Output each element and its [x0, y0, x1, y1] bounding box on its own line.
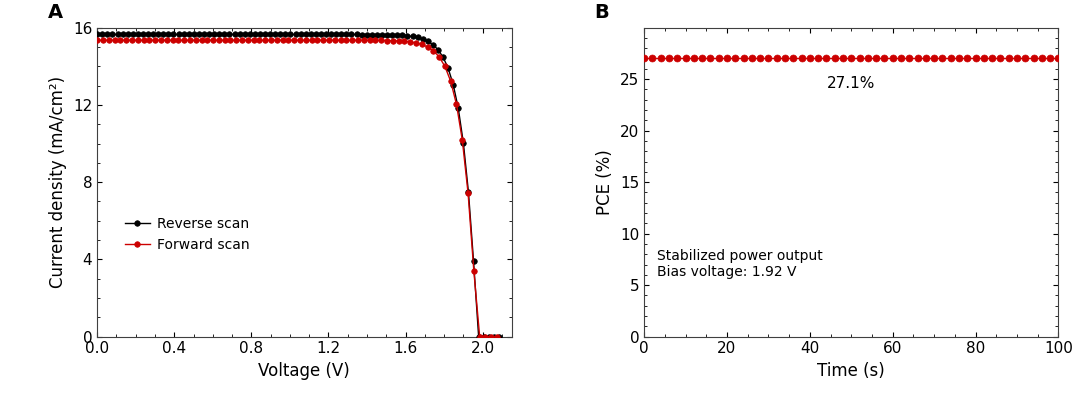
Text: B: B [594, 2, 609, 21]
Line: Forward scan: Forward scan [94, 38, 500, 339]
Reverse scan [91, 32, 104, 37]
Forward scan [473, 334, 486, 339]
Forward scan [490, 334, 503, 339]
Y-axis label: PCE (%): PCE (%) [596, 149, 615, 215]
X-axis label: Voltage (V): Voltage (V) [258, 362, 350, 380]
Forward scan [91, 38, 104, 43]
Reverse scan [447, 82, 460, 87]
Legend: Reverse scan, Forward scan: Reverse scan, Forward scan [125, 217, 249, 252]
Reverse scan [350, 32, 363, 37]
Reverse scan [269, 32, 282, 37]
Forward scan [184, 38, 197, 43]
Text: 27.1%: 27.1% [827, 76, 876, 91]
Line: Reverse scan: Reverse scan [94, 32, 502, 339]
Forward scan [143, 38, 156, 43]
X-axis label: Time (s): Time (s) [818, 362, 886, 380]
Reverse scan [329, 32, 342, 37]
Reverse scan [472, 334, 485, 339]
Text: Stabilized power output
Bias voltage: 1.92 V: Stabilized power output Bias voltage: 1.… [657, 249, 822, 279]
Reverse scan [492, 334, 505, 339]
Reverse scan [365, 32, 378, 37]
Y-axis label: Current density (mA/cm²): Current density (mA/cm²) [50, 76, 67, 288]
Forward scan [433, 54, 446, 59]
Forward scan [427, 48, 440, 53]
Forward scan [311, 38, 324, 43]
Text: A: A [48, 2, 63, 21]
Forward scan [213, 38, 226, 43]
Reverse scan [335, 32, 348, 37]
